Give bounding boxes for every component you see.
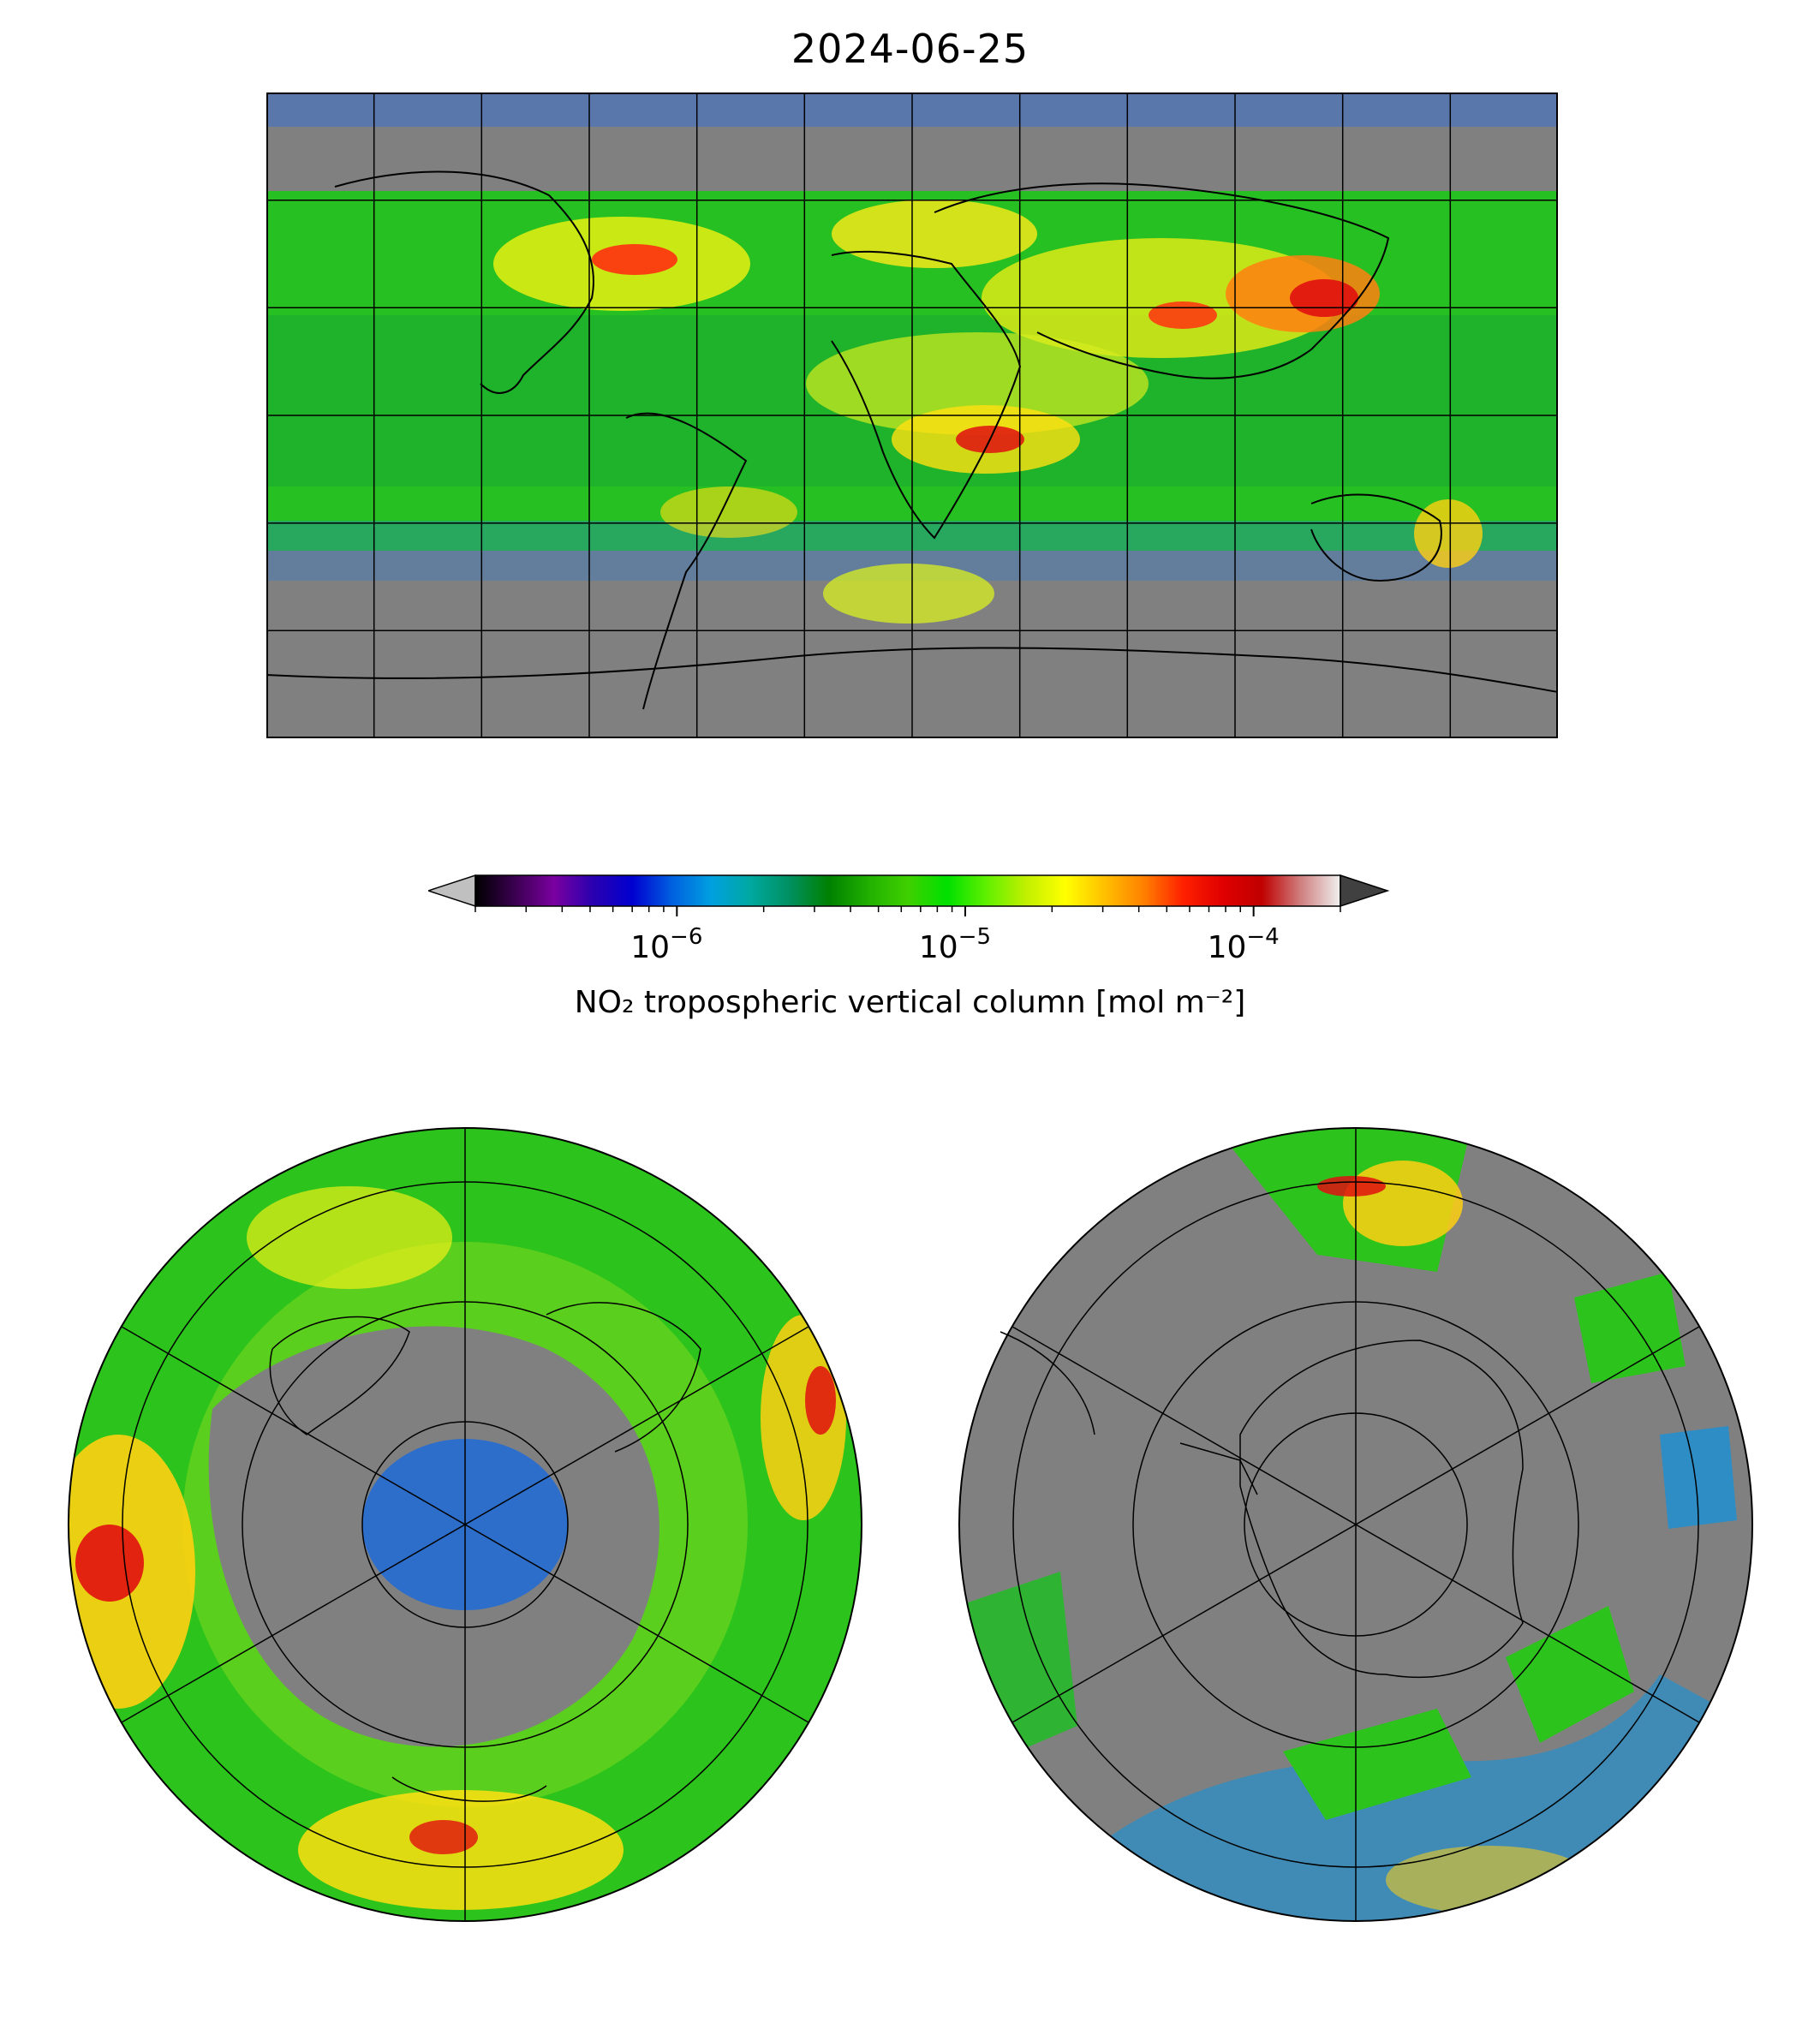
south-polar-map: [958, 1127, 1753, 1922]
colorbar-label: NO₂ tropospheric vertical column [mol m⁻…: [574, 985, 1246, 1020]
colorbar-gradient: [474, 874, 1341, 907]
plot-title: 2024-06-25: [791, 26, 1029, 72]
north-polar-map: [68, 1127, 862, 1922]
global-map-frame: [266, 92, 1558, 738]
colorbar-tick-label: 10−6: [630, 924, 702, 965]
colorbar: 10−6 10−5 10−4: [428, 874, 1390, 965]
colorbar-tick-label: 10−5: [919, 924, 991, 965]
colorbar-ticks: 10−6 10−5 10−4: [474, 906, 1341, 965]
colorbar-tick-label: 10−4: [1208, 924, 1280, 965]
colorbar-over-triangle: [1340, 874, 1390, 908]
global-gridlines: [266, 92, 1558, 738]
global-map: [266, 92, 1558, 738]
colorbar-under-triangle: [428, 874, 476, 908]
